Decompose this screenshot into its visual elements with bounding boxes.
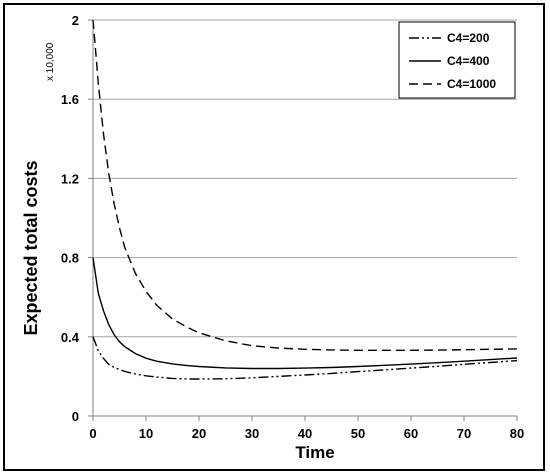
x-tick-label: 70 — [457, 426, 471, 441]
legend-box — [398, 21, 516, 99]
legend-label: C4=400 — [447, 54, 490, 68]
series-line-2 — [92, 257, 518, 370]
chart-frame: 0 0.4 0.8 1.2 1.6 2 0 10 20 30 40 50 60 70 80 Expecte… — [3, 3, 545, 471]
y-tick-label: 0.4 — [61, 330, 80, 345]
x-tick-label: 10 — [139, 426, 153, 441]
axes — [88, 19, 518, 421]
x-tick-label: 40 — [298, 426, 312, 441]
y-unit-label: x 10,000 — [45, 42, 56, 81]
line-chart: 0 0.4 0.8 1.2 1.6 2 0 10 20 30 40 50 60 70 80 Expecte… — [21, 13, 524, 462]
legend-label: C4=200 — [447, 31, 490, 45]
y-tick-label: 0 — [72, 409, 79, 424]
x-tick-label: 20 — [192, 426, 206, 441]
x-tick-label: 80 — [510, 426, 524, 441]
y-tick-label: 0.8 — [61, 251, 79, 266]
x-tick-label: 30 — [245, 426, 259, 441]
y-axis-label: Expected total costs — [21, 160, 41, 335]
y-tick-label: 1.6 — [61, 92, 79, 107]
gridlines — [93, 19, 517, 338]
legend: C4=200 C4=400 C4=1000 — [398, 21, 516, 99]
x-axis-label: Time — [295, 443, 334, 462]
y-tick-labels: 0 0.4 0.8 1.2 1.6 2 — [61, 13, 80, 424]
x-tick-label: 50 — [351, 426, 365, 441]
x-tick-label: 0 — [89, 426, 96, 441]
x-tick-labels: 0 10 20 30 40 50 60 70 80 — [89, 426, 524, 441]
series-lines — [92, 19, 518, 380]
y-tick-label: 1.2 — [61, 171, 79, 186]
series-line-1 — [92, 336, 518, 380]
series-line-3 — [92, 19, 518, 351]
x-tick-label: 60 — [404, 426, 418, 441]
legend-label: C4=1000 — [447, 77, 496, 91]
y-tick-label: 2 — [72, 13, 79, 28]
